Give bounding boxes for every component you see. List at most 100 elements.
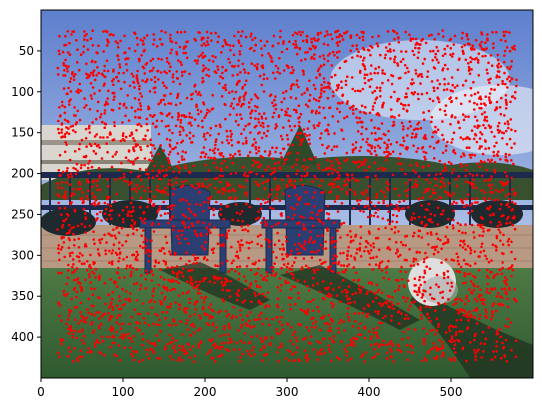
scatter-point [508,31,511,34]
scatter-point [321,234,324,237]
scatter-point [429,329,432,333]
scatter-point [506,66,509,69]
scatter-point [297,233,301,237]
scatter-point [56,351,60,355]
scatter-point [204,152,208,156]
scatter-point [186,319,189,322]
scatter-point [149,138,152,141]
scatter-point [376,208,380,211]
scatter-point [317,37,320,41]
scatter-point [476,61,480,64]
scatter-point [87,297,91,301]
scatter-point [493,355,497,359]
scatter-point [84,321,88,324]
scatter-point [155,334,158,337]
scatter-point [311,217,315,220]
scatter-point [143,189,146,192]
scatter-point [395,220,399,224]
scatter-point [146,239,149,243]
scatter-point [185,322,188,325]
scatter-point [362,307,366,310]
scatter-point [135,320,138,324]
scatter-point [429,50,432,53]
scatter-point [489,77,492,81]
scatter-point [181,126,184,130]
scatter-point [90,185,94,189]
scatter-point [106,136,109,139]
scatter-point [256,160,260,164]
scatter-point [225,259,229,263]
scatter-point [60,123,64,126]
scatter-point [91,121,94,124]
scatter-point [253,49,256,53]
scatter-point [86,166,90,170]
scatter-point [333,168,337,172]
scatter-point [197,124,200,128]
scatter-point [152,33,155,36]
scatter-point [171,358,174,361]
scatter-point [75,278,78,282]
scatter-point [211,54,214,58]
scatter-point [369,343,373,347]
scatter-point [424,137,428,140]
scatter-point [77,88,80,91]
scatter-point [399,350,403,354]
scatter-point [464,231,467,235]
scatter-point [150,159,154,163]
scatter-point [108,249,111,253]
scatter-point [105,218,108,221]
scatter-point [365,176,369,179]
scatter-point [220,353,224,357]
scatter-point [467,299,471,303]
scatter-point [291,285,295,288]
scatter-point [118,107,121,110]
scatter-point [320,209,323,212]
scatter-point [407,317,410,320]
scatter-point [325,128,329,131]
scatter-point [359,236,363,239]
scatter-point [124,114,127,118]
scatter-point [397,156,400,160]
scatter-point [393,207,396,211]
scatter-point [491,191,495,194]
scatter-point [388,48,392,51]
scatter-point [72,78,76,82]
scatter-point [495,350,499,353]
scatter-point [307,329,311,333]
scatter-point [327,54,330,57]
scatter-point [363,76,367,80]
scatter-point [306,88,309,92]
scatter-point [164,261,167,264]
scatter-point [170,216,174,219]
scatter-point [370,78,373,81]
scatter-point [116,46,120,49]
scatter-point [203,54,207,58]
scatter-point [309,230,312,234]
scatter-point [389,50,392,53]
scatter-point [254,148,258,151]
scatter-point [336,29,340,33]
scatter-point [409,125,413,128]
scatter-point [507,122,510,126]
scatter-point [318,73,322,77]
scatter-point [207,74,211,78]
scatter-point [203,116,206,120]
scatter-point [63,206,67,210]
scatter-point [378,146,382,150]
scatter-point [136,81,140,85]
scatter-point [416,127,420,131]
scatter-point [434,198,438,201]
scatter-point [496,128,500,132]
scatter-point [231,218,234,222]
scatter-point [499,65,503,68]
scatter-point [443,109,447,113]
scatter-point [441,68,444,72]
scatter-point [151,115,154,118]
scatter-point [191,322,195,326]
scatter-point [255,152,258,155]
scatter-point [450,337,454,341]
scatter-point [395,203,398,207]
scatter-point [330,160,333,163]
scatter-point [504,152,508,156]
scatter-point [199,232,202,235]
